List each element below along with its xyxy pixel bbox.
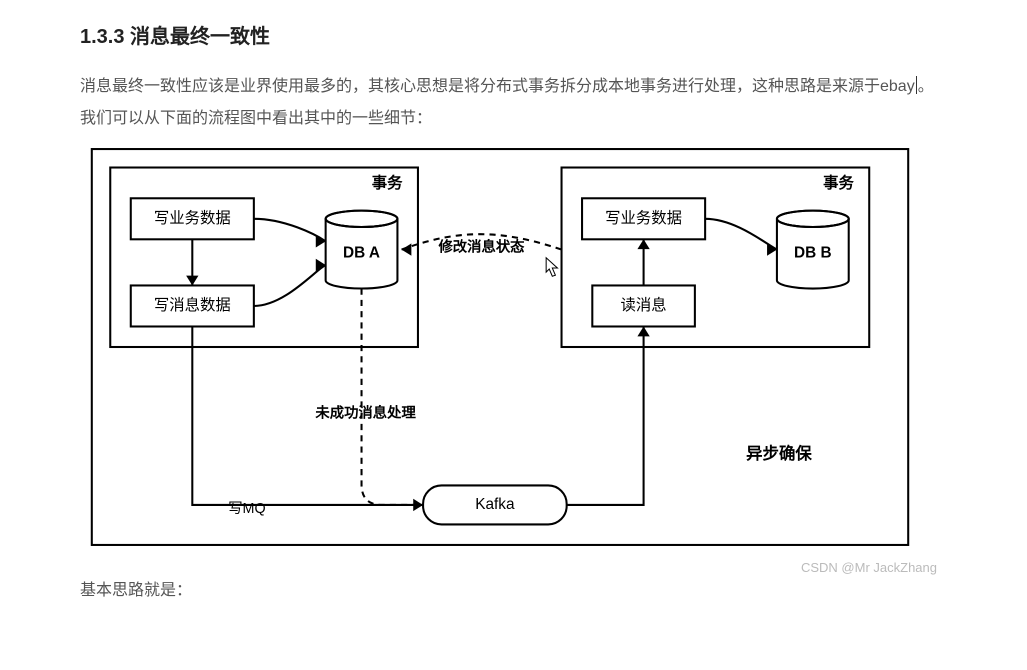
svg-text:写MQ: 写MQ xyxy=(228,501,265,517)
svg-text:写消息数据: 写消息数据 xyxy=(154,296,231,314)
svg-text:事务: 事务 xyxy=(823,173,854,192)
watermark-text: CSDN @Mr JackZhang xyxy=(80,560,947,575)
svg-text:Kafka: Kafka xyxy=(475,496,515,513)
flowchart-diagram: 事务 事务写业务数据写消息数据 DB A 写业务数据读消息 DB B Kafka 修改消息状… xyxy=(80,147,920,552)
svg-text:DB A: DB A xyxy=(343,245,380,262)
section-heading: 1.3.3 消息最终一致性 xyxy=(80,20,947,49)
svg-text:异步确保: 异步确保 xyxy=(746,444,812,463)
svg-text:事务: 事务 xyxy=(372,173,403,192)
svg-text:修改消息状态: 修改消息状态 xyxy=(437,237,525,255)
svg-text:写业务数据: 写业务数据 xyxy=(605,209,682,227)
svg-text:写业务数据: 写业务数据 xyxy=(154,209,231,227)
svg-text:DB B: DB B xyxy=(794,245,832,262)
footer-paragraph: 基本思路就是： xyxy=(80,575,947,607)
svg-text:读消息: 读消息 xyxy=(621,296,667,314)
text-cursor-icon xyxy=(916,76,917,94)
paragraph-text-before: 消息最终一致性应该是业界使用最多的，其核心思想是将分布式事务拆分成本地事务进行处… xyxy=(80,78,915,95)
intro-paragraph: 消息最终一致性应该是业界使用最多的，其核心思想是将分布式事务拆分成本地事务进行处… xyxy=(80,71,947,135)
flowchart-svg: 事务 事务写业务数据写消息数据 DB A 写业务数据读消息 DB B Kafka 修改消息状… xyxy=(80,147,920,547)
svg-text:未成功消息处理: 未成功消息处理 xyxy=(315,403,416,421)
